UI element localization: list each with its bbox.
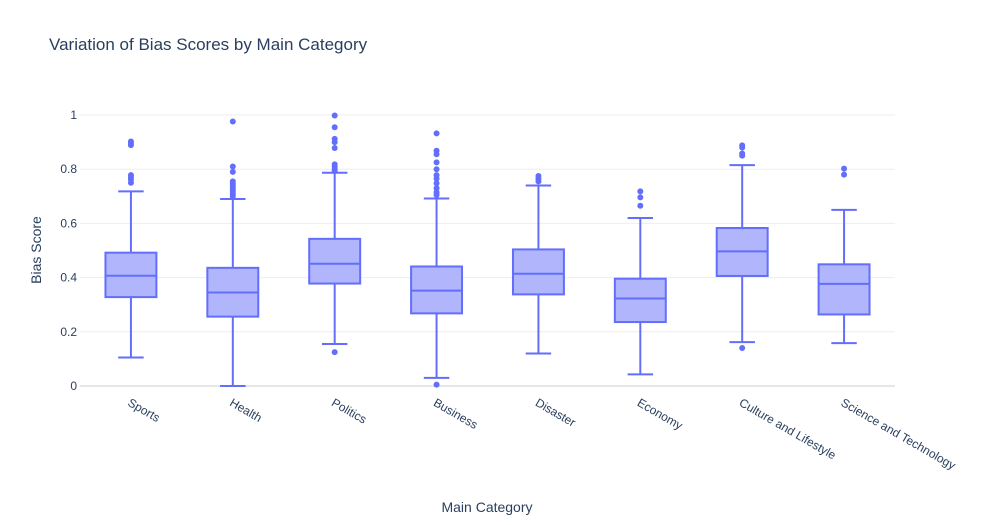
- outlier-point: [433, 166, 440, 173]
- outlier-point: [229, 193, 236, 200]
- box-science-and-technology: [817, 165, 871, 345]
- x-tick-label: Disaster: [533, 395, 578, 429]
- x-tick-label: Science and Technology: [839, 395, 958, 472]
- x-tick-label: Culture and Lifestyle: [737, 395, 839, 462]
- box-sports: [104, 138, 158, 359]
- outlier-point: [637, 202, 644, 209]
- outlier-point: [739, 345, 746, 352]
- box-business: [410, 130, 464, 388]
- y-tick-label: 0.6: [60, 216, 77, 230]
- x-axis-ticks: Sports Health Politics Business Disaster Econ…: [125, 395, 958, 472]
- outlier-point: [739, 152, 746, 159]
- outlier-point: [841, 165, 848, 172]
- outlier-point: [331, 349, 338, 356]
- outlier-point: [637, 194, 644, 201]
- outlier-point: [229, 163, 236, 170]
- outlier-point: [433, 180, 440, 187]
- outlier-point: [331, 139, 338, 146]
- outlier-point: [331, 124, 338, 131]
- outlier-point: [127, 179, 134, 186]
- box-health: [206, 118, 260, 387]
- y-tick-label: 0.4: [60, 271, 77, 285]
- outlier-point: [841, 171, 848, 178]
- iqr-box: [613, 277, 667, 324]
- gridlines: [80, 114, 895, 387]
- x-tick-label: Health: [227, 395, 264, 424]
- outlier-point: [433, 381, 440, 388]
- outlier-point: [229, 168, 236, 175]
- x-axis-title: Main Category: [441, 499, 532, 515]
- outlier-point: [331, 112, 338, 119]
- outlier-point: [331, 145, 338, 152]
- outlier-point: [739, 144, 746, 151]
- box-disaster: [511, 172, 565, 355]
- outlier-point: [535, 178, 542, 185]
- iqr-box: [511, 248, 565, 296]
- boxes: [104, 112, 871, 388]
- y-tick-label: 0: [70, 379, 77, 393]
- box-economy: [613, 188, 667, 376]
- outlier-point: [433, 175, 440, 182]
- outlier-point: [433, 130, 440, 137]
- outlier-point: [637, 188, 644, 195]
- box-culture-and-lifestyle: [715, 142, 769, 352]
- outlier-point: [433, 191, 440, 198]
- y-axis-ticks: 0 0.2 0.4 0.6 0.8 1: [60, 108, 77, 393]
- y-tick-label: 0.8: [60, 162, 77, 176]
- y-axis-title: Bias Score: [28, 216, 44, 284]
- y-tick-label: 1: [70, 108, 77, 122]
- outlier-point: [127, 142, 134, 149]
- iqr-box: [308, 237, 362, 285]
- outlier-point: [433, 159, 440, 166]
- iqr-box: [817, 263, 871, 316]
- outlier-point: [229, 118, 236, 125]
- x-tick-label: Business: [431, 395, 480, 431]
- x-tick-label: Economy: [635, 395, 685, 432]
- y-tick-label: 0.2: [60, 325, 77, 339]
- box-politics: [308, 112, 362, 356]
- x-tick-label: Sports: [125, 395, 162, 424]
- chart-title: Variation of Bias Scores by Main Categor…: [49, 35, 368, 54]
- outlier-point: [331, 168, 338, 175]
- outlier-point: [433, 151, 440, 158]
- x-tick-label: Politics: [329, 395, 369, 426]
